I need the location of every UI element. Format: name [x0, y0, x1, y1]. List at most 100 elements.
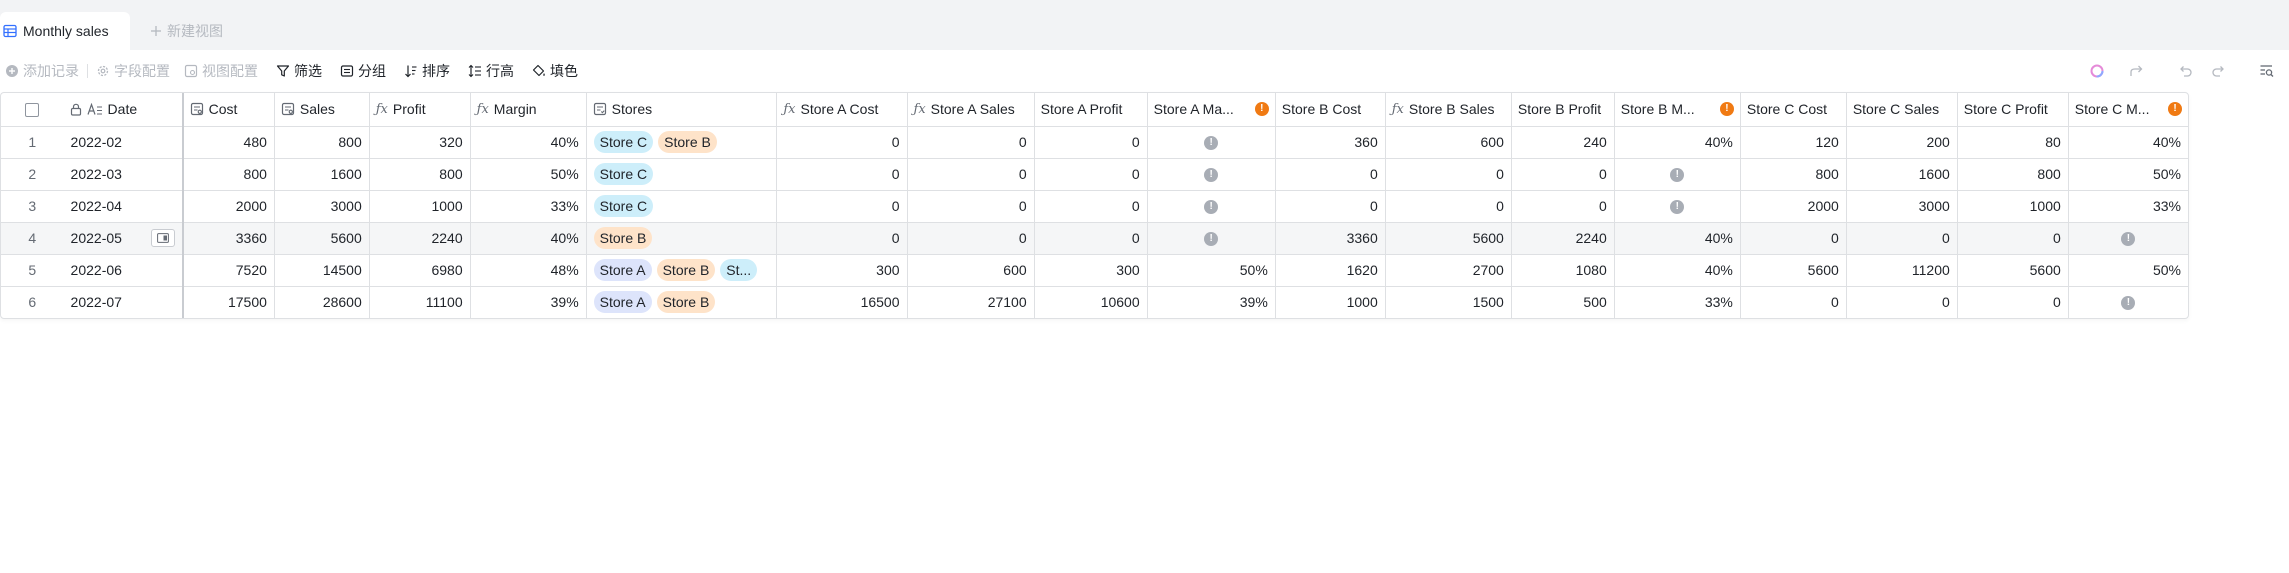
row-number[interactable]: 2 — [1, 158, 64, 191]
column-header-stores[interactable]: Stores — [586, 93, 778, 127]
column-header-store-c-profit[interactable]: Store C Profit — [1957, 93, 2069, 127]
filter-button[interactable]: 筛选 — [276, 50, 322, 92]
cell-c-profit[interactable]: 800 — [1957, 158, 2069, 191]
cell-c-profit[interactable]: 5600 — [1957, 254, 2069, 287]
sort-button[interactable]: 排序 — [404, 50, 450, 92]
cell-a-cost[interactable]: 0 — [776, 158, 908, 191]
error-info-icon[interactable]: ! — [2121, 296, 2136, 311]
cell-c-profit[interactable]: 0 — [1957, 286, 2069, 318]
cell-profit[interactable]: 800 — [369, 158, 471, 191]
cell-sales[interactable]: 5600 — [274, 222, 370, 255]
cell-a-margin[interactable]: ! — [1147, 126, 1276, 159]
cell-a-sales[interactable]: 0 — [907, 158, 1035, 191]
cell-b-cost[interactable]: 1620 — [1275, 254, 1386, 287]
cell-a-sales[interactable]: 27100 — [907, 286, 1035, 318]
cell-margin[interactable]: 33% — [470, 190, 587, 223]
cell-a-cost[interactable]: 300 — [776, 254, 908, 287]
cell-b-profit[interactable]: 0 — [1511, 190, 1615, 223]
cell-a-margin[interactable]: 39% — [1147, 286, 1276, 318]
table-row[interactable]: 5 2022-06 7520 14500 6980 48% Store A Store B St… — [1, 254, 2188, 287]
row-number[interactable]: 3 — [1, 190, 64, 223]
cell-a-cost[interactable]: 16500 — [776, 286, 908, 318]
undo-icon[interactable] — [2175, 61, 2195, 81]
cell-b-margin[interactable]: 40% — [1614, 254, 1741, 287]
column-header-margin[interactable]: ƒx Margin — [470, 93, 587, 127]
cell-stores[interactable]: Store A Store B — [586, 286, 778, 318]
cell-a-profit[interactable]: 0 — [1034, 158, 1148, 191]
group-button[interactable]: 分组 — [340, 50, 386, 92]
cell-date[interactable]: 2022-06 — [63, 254, 184, 287]
cell-c-sales[interactable]: 3000 — [1846, 190, 1958, 223]
view-config-button[interactable]: 视图配置 — [184, 50, 258, 92]
row-number[interactable]: 6 — [1, 286, 64, 318]
cell-a-cost[interactable]: 0 — [776, 126, 908, 159]
cell-c-margin[interactable]: 50% — [2068, 254, 2188, 287]
cell-b-cost[interactable]: 0 — [1275, 158, 1386, 191]
cell-profit[interactable]: 2240 — [369, 222, 471, 255]
cell-b-margin[interactable]: ! — [1614, 158, 1741, 191]
cell-cost[interactable]: 17500 — [182, 286, 275, 318]
cell-sales[interactable]: 1600 — [274, 158, 370, 191]
cell-a-profit[interactable]: 10600 — [1034, 286, 1148, 318]
cell-c-margin[interactable]: ! — [2068, 222, 2188, 255]
cell-c-profit[interactable]: 0 — [1957, 222, 2069, 255]
cell-profit[interactable]: 1000 — [369, 190, 471, 223]
cell-c-margin[interactable]: 33% — [2068, 190, 2188, 223]
cell-stores[interactable]: Store B — [586, 222, 778, 255]
cell-margin[interactable]: 48% — [470, 254, 587, 287]
cell-a-sales[interactable]: 600 — [907, 254, 1035, 287]
column-header-store-c-margin[interactable]: Store C M...! — [2068, 93, 2188, 127]
cell-a-margin[interactable]: 50% — [1147, 254, 1276, 287]
error-info-icon[interactable]: ! — [1670, 200, 1685, 215]
table-row[interactable]: 3 2022-04 2000 3000 1000 33% Store C 0 0 0! 0 0 0! 20… — [1, 190, 2188, 223]
cell-b-margin[interactable]: ! — [1614, 190, 1741, 223]
cell-sales[interactable]: 14500 — [274, 254, 370, 287]
cell-date[interactable]: 2022-02 — [63, 126, 184, 159]
cell-date[interactable]: 2022-07 — [63, 286, 184, 318]
cell-margin[interactable]: 50% — [470, 158, 587, 191]
error-info-icon[interactable]: ! — [1204, 200, 1219, 215]
cell-date[interactable]: 2022-03 — [63, 158, 184, 191]
cell-c-cost[interactable]: 0 — [1740, 222, 1847, 255]
fill-color-button[interactable]: 填色 — [532, 50, 578, 92]
column-header-cost[interactable]: Cost — [182, 93, 275, 127]
cell-a-margin[interactable]: ! — [1147, 190, 1276, 223]
cell-stores[interactable]: Store A Store B St... — [586, 254, 778, 287]
cell-c-sales[interactable]: 11200 — [1846, 254, 1958, 287]
cell-b-profit[interactable]: 500 — [1511, 286, 1615, 318]
cell-b-profit[interactable]: 2240 — [1511, 222, 1615, 255]
column-header-store-a-cost[interactable]: ƒx Store A Cost — [776, 93, 908, 127]
cell-b-profit[interactable]: 240 — [1511, 126, 1615, 159]
error-info-icon[interactable]: ! — [1204, 232, 1219, 247]
cell-a-cost[interactable]: 0 — [776, 222, 908, 255]
column-header-store-a-sales[interactable]: ƒx Store A Sales — [907, 93, 1035, 127]
cell-b-margin[interactable]: 33% — [1614, 286, 1741, 318]
row-height-button[interactable]: 行高 — [468, 50, 514, 92]
cell-b-cost[interactable]: 3360 — [1275, 222, 1386, 255]
column-header-store-a-margin[interactable]: Store A Ma...! — [1147, 93, 1276, 127]
table-row[interactable]: 6 2022-07 17500 28600 11100 39% Store A Store B… — [1, 286, 2188, 318]
cell-c-profit[interactable]: 80 — [1957, 126, 2069, 159]
cell-a-profit[interactable]: 300 — [1034, 254, 1148, 287]
new-view-button[interactable]: 新建视图 — [150, 20, 223, 42]
cell-stores[interactable]: Store C — [586, 158, 778, 191]
cell-b-sales[interactable]: 2700 — [1385, 254, 1512, 287]
cell-c-margin[interactable]: 50% — [2068, 158, 2188, 191]
share-icon[interactable] — [2127, 61, 2147, 81]
error-info-icon[interactable]: ! — [1204, 168, 1219, 183]
cell-c-cost[interactable]: 0 — [1740, 286, 1847, 318]
column-header-sales[interactable]: Sales — [274, 93, 370, 127]
cell-c-cost[interactable]: 800 — [1740, 158, 1847, 191]
cell-stores[interactable]: Store C — [586, 190, 778, 223]
cell-b-margin[interactable]: 40% — [1614, 222, 1741, 255]
table-row[interactable]: 2 2022-03 800 1600 800 50% Store C 0 0 0! 0 0 0! 800 1… — [1, 158, 2188, 191]
error-info-icon[interactable]: ! — [1670, 168, 1685, 183]
cell-a-sales[interactable]: 0 — [907, 190, 1035, 223]
cell-c-profit[interactable]: 1000 — [1957, 190, 2069, 223]
column-header-profit[interactable]: ƒx Profit — [369, 93, 471, 127]
column-header-store-c-cost[interactable]: Store C Cost — [1740, 93, 1847, 127]
column-header-date[interactable]: Date — [63, 93, 184, 127]
cell-cost[interactable]: 800 — [182, 158, 275, 191]
cell-a-profit[interactable]: 0 — [1034, 190, 1148, 223]
cell-c-cost[interactable]: 2000 — [1740, 190, 1847, 223]
